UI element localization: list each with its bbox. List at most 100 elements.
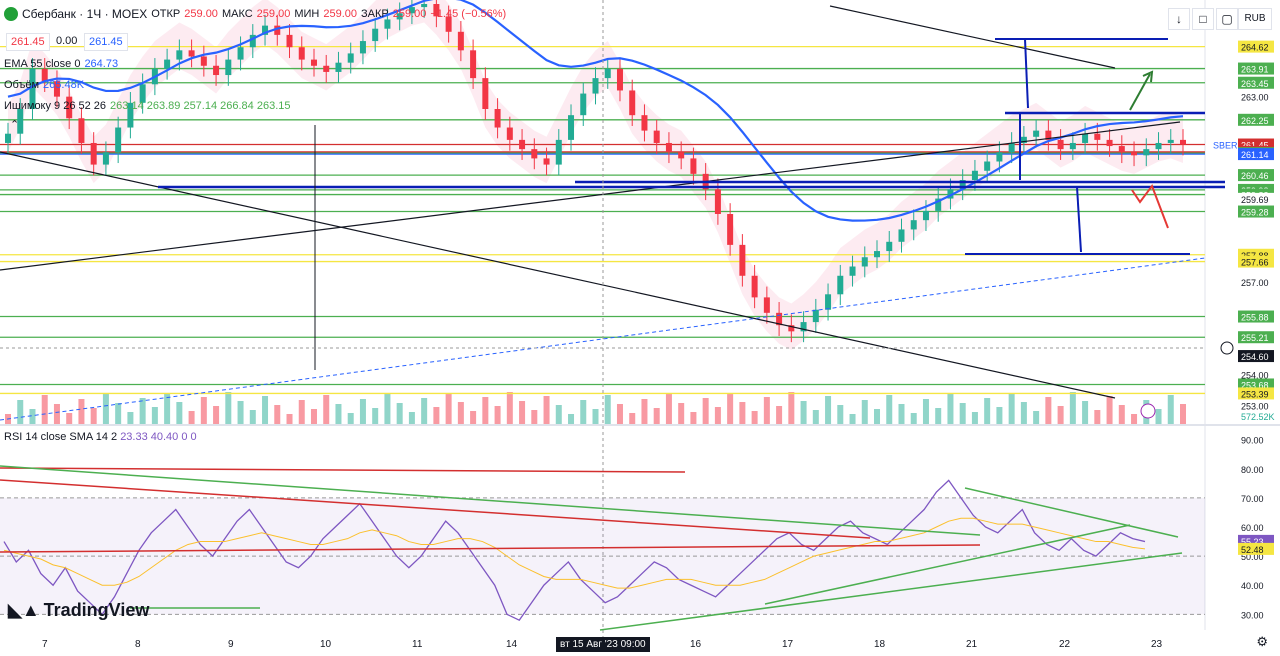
candle-body [1045, 130, 1052, 140]
candle-body [592, 78, 599, 94]
trendline-down [0, 151, 1116, 399]
symbol-title[interactable]: Сбербанк · 1Ч · MOEX [22, 7, 148, 21]
candle-body [445, 16, 452, 32]
volume-bar [323, 395, 330, 424]
candle-body [1020, 136, 1027, 143]
volume-bar [102, 394, 109, 424]
volume-bar [408, 412, 415, 424]
ema-label: EMA 55 close 0 [4, 58, 81, 70]
arrow-down-icon[interactable]: ↓ [1168, 8, 1190, 30]
candle-body [812, 309, 819, 323]
candle-body [653, 130, 660, 143]
candle-body [874, 251, 881, 258]
ichimoku-label: Ишимоку 9 26 52 26 [4, 100, 107, 112]
candle-body [763, 297, 770, 313]
volume-bar [29, 409, 36, 424]
volume-bar [188, 411, 195, 424]
candle-body [678, 152, 685, 159]
ichimoku-values: 263.14 263.89 257.14 266.84 263.15 [110, 100, 291, 112]
candle-body [29, 68, 36, 109]
rsi-trendline [0, 467, 686, 473]
settings-gear-icon[interactable]: ⚙ [1256, 634, 1268, 649]
candle-body [335, 62, 342, 72]
collapse-chevron-icon[interactable]: ⌃ [10, 119, 20, 131]
candle-body [641, 115, 648, 131]
volume-bar [262, 396, 269, 424]
candle-body [935, 198, 942, 211]
candle-body [1082, 133, 1089, 143]
trendline-top [829, 5, 1116, 69]
volume-bar [580, 400, 587, 424]
volume-bar [690, 412, 697, 424]
volume-label: Объём [4, 79, 40, 91]
candle-body [1131, 152, 1138, 156]
level-tag [1238, 331, 1274, 344]
candle-body [996, 152, 1003, 162]
candle-body [1057, 139, 1064, 150]
candle-body [225, 59, 232, 76]
volume-bar [739, 402, 746, 424]
volume-bar [274, 405, 281, 424]
fullscreen-icon[interactable]: ▢ [1216, 8, 1238, 30]
square-icon[interactable]: □ [1192, 8, 1214, 30]
lightning-icon[interactable] [1140, 403, 1156, 419]
candle-body [286, 34, 293, 48]
currency-selector[interactable]: RUB [1238, 8, 1272, 30]
volume-bar [861, 400, 868, 424]
volume-bar [763, 397, 770, 424]
level-label: 261.45 [1241, 141, 1269, 151]
volume-bar [396, 403, 403, 424]
volume-bar [359, 399, 366, 424]
ema-line [7, 0, 1184, 222]
volume-bar [249, 410, 256, 424]
candle-body [41, 68, 48, 82]
rsi-value-label: 55.23 [1241, 537, 1264, 547]
ema-legend[interactable]: EMA 55 close 0 264.73 [4, 58, 118, 70]
volume-bar [494, 406, 501, 424]
volume-bar [457, 402, 464, 424]
target-low-stem [1076, 186, 1082, 253]
level-tag [1238, 113, 1274, 126]
volume-bar [115, 403, 122, 424]
buy-price[interactable]: 261.45 [84, 33, 128, 51]
add-plus-icon[interactable] [1220, 341, 1234, 355]
volume-bar [886, 395, 893, 424]
candle-body [568, 115, 575, 140]
candle-body [53, 81, 60, 97]
volume-legend[interactable]: Объём 265.48K [4, 79, 84, 91]
rsi-trendline [0, 465, 981, 536]
volume-bar [506, 392, 513, 424]
sell-price[interactable]: 261.45 [6, 33, 50, 51]
rsi-label: RSI 14 close SMA 14 2 [4, 431, 118, 443]
candle-body [396, 13, 403, 20]
candle-body [788, 325, 795, 332]
candle-body [262, 25, 269, 35]
volume-bar [971, 412, 978, 424]
volume-bar [568, 414, 575, 424]
level-tag [1238, 40, 1274, 53]
ichimoku-legend[interactable]: Ишимоку 9 26 52 26 263.14 263.89 257.14 2… [4, 100, 291, 112]
candle-body [800, 322, 807, 332]
down-arrow [1131, 183, 1169, 229]
candle-body [457, 31, 464, 51]
level-label: 257.66 [1241, 258, 1269, 268]
sber-logo-icon [4, 7, 18, 21]
candle-body [384, 19, 391, 29]
rsi-legend[interactable]: RSI 14 close SMA 14 2 23.33 40.40 0 0 [4, 431, 197, 443]
time-tick: 7 [42, 639, 48, 650]
time-tick: 9 [228, 639, 234, 650]
rsi-tick: 50.00 [1241, 552, 1264, 562]
volume-bar [714, 407, 721, 424]
volume-bar [78, 399, 85, 424]
level-label: 259.28 [1241, 208, 1269, 218]
candle-body [555, 139, 562, 165]
volume-bar [1082, 401, 1089, 424]
volume-bar [213, 406, 220, 424]
volume-bar [849, 414, 856, 424]
open-value: 259.00 [184, 8, 218, 20]
volume-bar [200, 397, 207, 424]
level-tag [1238, 255, 1274, 268]
volume-bar [702, 398, 709, 424]
candle-body [531, 149, 538, 159]
